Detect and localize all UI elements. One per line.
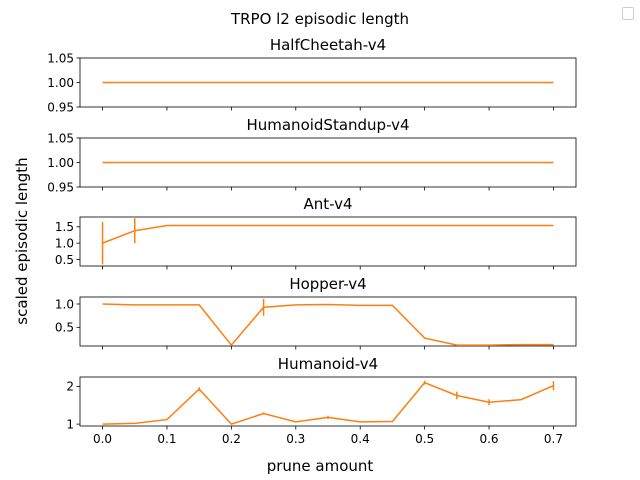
- axes-frame: [79, 296, 577, 347]
- subplots: HalfCheetah-v40.951.001.05HumanoidStandu…: [47, 36, 577, 446]
- panel-humanoid-v4: Humanoid-v4 1 2 0.0 0.1 0.2 0.3 0.4 0.5 0.6 0.7: [66, 355, 577, 446]
- y-tick-label: 1.05: [47, 131, 74, 145]
- panel-title: Humanoid-v4: [278, 355, 378, 373]
- x-tick-label: 0.5: [415, 432, 434, 446]
- y-tick-label: 1.0: [55, 297, 74, 311]
- x-tick-label: 0.0: [93, 432, 112, 446]
- legend[interactable]: [622, 7, 634, 20]
- panel-title: Hopper-v4: [289, 275, 366, 293]
- y-tick-label: 0.5: [55, 321, 74, 335]
- panel-title: Ant-v4: [303, 195, 352, 213]
- axes-frame: [79, 376, 577, 427]
- y-tick-label: 0.95: [47, 100, 74, 114]
- y-tick-label: 1.00: [47, 76, 74, 90]
- panel-halfcheetah-v4: HalfCheetah-v4 0.95 1.00 1.05: [47, 36, 577, 114]
- figure-title: TRPO l2 episodic length: [230, 10, 409, 28]
- y-tick-label: 1.5: [55, 220, 74, 234]
- y-tick-label: 1.05: [47, 51, 74, 65]
- series-line: [102, 303, 554, 347]
- panel-humanoidstandup-v4: HumanoidStandup-v4 0.95 1.00 1.05: [47, 116, 577, 194]
- x-tick-label: 0.2: [222, 432, 241, 446]
- x-tick-label: 0.1: [157, 432, 176, 446]
- y-tick-label: 2: [66, 380, 74, 394]
- y-tick-label: 0.5: [55, 253, 74, 267]
- x-tick-label: 0.6: [479, 432, 498, 446]
- x-tick-label: 0.3: [286, 432, 305, 446]
- series-line: [102, 224, 554, 244]
- panel-title: HalfCheetah-v4: [270, 36, 386, 54]
- panel-ant-v4: Ant-v4 0.5 1.0 1.5: [55, 195, 577, 270]
- axes-frame: [79, 216, 577, 267]
- x-tick-label: 0.7: [544, 432, 563, 446]
- y-axis-label: scaled episodic length: [13, 157, 31, 324]
- x-tick-label: 0.4: [351, 432, 370, 446]
- y-tick-label: 1.00: [47, 156, 74, 170]
- x-axis-label: prune amount: [267, 457, 374, 475]
- panel-hopper-v4: Hopper-v4 0.5 1.0: [55, 275, 577, 350]
- y-tick-label: 1: [66, 417, 74, 431]
- panel-title: HumanoidStandup-v4: [246, 116, 409, 134]
- y-tick-label: 1.0: [55, 236, 74, 250]
- y-tick-label: 0.95: [47, 180, 74, 194]
